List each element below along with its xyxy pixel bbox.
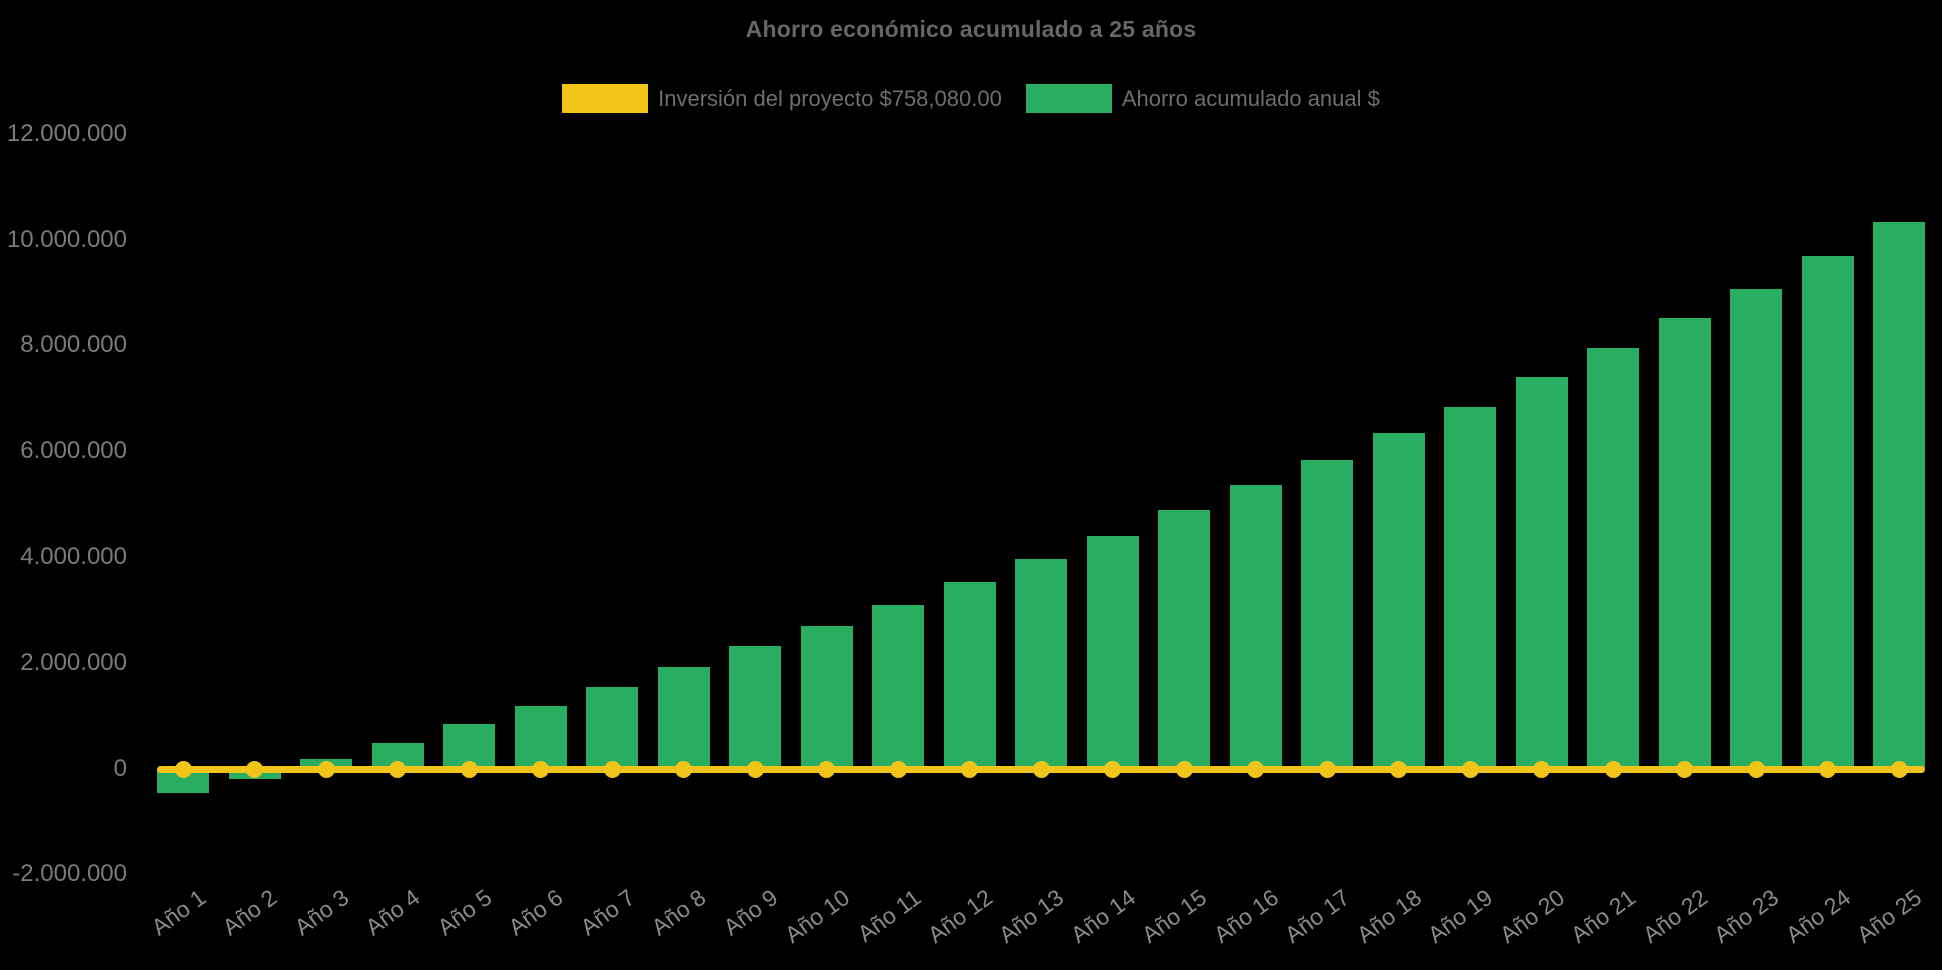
bar-ano-9[interactable]	[729, 646, 781, 769]
bar-ano-21[interactable]	[1587, 348, 1639, 769]
legend-label: Ahorro acumulado anual $	[1121, 85, 1380, 111]
x-tick-label: Año 24	[1780, 884, 1855, 948]
x-tick-label: Año 22	[1637, 884, 1712, 948]
line-point-ano-21[interactable]	[1604, 761, 1622, 778]
y-tick-label: 4.000.000	[20, 542, 127, 570]
legend-item-ahorro[interactable]: Ahorro acumulado anual $	[1025, 84, 1380, 113]
line-point-ano-1[interactable]	[174, 761, 192, 778]
line-point-ano-24[interactable]	[1819, 761, 1836, 778]
x-tick-label: Año 2	[217, 884, 282, 941]
y-tick-label: 2.000.000	[20, 648, 127, 676]
line-point-ano-8[interactable]	[675, 761, 692, 778]
line-point-ano-2[interactable]	[246, 761, 263, 778]
x-tick-label: Año 15	[1137, 884, 1212, 948]
x-tick-label: Año 23	[1709, 884, 1784, 948]
bar-ano-8[interactable]	[657, 666, 710, 769]
x-tick-label: Año 21	[1566, 884, 1641, 948]
bar-ano-6[interactable]	[514, 706, 567, 769]
x-tick-label: Año 5	[432, 884, 497, 941]
line-point-ano-3[interactable]	[317, 761, 335, 778]
x-tick-label: Año 4	[360, 884, 425, 941]
line-point-ano-11[interactable]	[889, 761, 907, 778]
y-tick-label: 6.000.000	[20, 437, 127, 465]
line-point-ano-20[interactable]	[1533, 761, 1550, 778]
bar-ano-23[interactable]	[1730, 288, 1782, 769]
chart-title: Ahorro económico acumulado a 25 años	[745, 16, 1197, 42]
legend-label: Inversión del proyecto $758,080.00	[658, 85, 1002, 111]
x-tick-label: Año 19	[1423, 884, 1498, 948]
x-tick-label: Año 13	[994, 884, 1069, 948]
bar-ano-18[interactable]	[1372, 433, 1425, 769]
bar-ano-11[interactable]	[872, 604, 924, 769]
bar-ano-19[interactable]	[1444, 406, 1496, 769]
line-point-ano-15[interactable]	[1175, 761, 1193, 778]
x-tick-label: Año 16	[1208, 884, 1283, 948]
bar-ano-17[interactable]	[1301, 460, 1353, 769]
x-tick-label: Año 17	[1280, 884, 1355, 948]
x-tick-label: Año 10	[779, 884, 854, 948]
x-tick-label: Año 1	[146, 884, 211, 941]
line-point-ano-23[interactable]	[1747, 761, 1765, 778]
line-point-ano-5[interactable]	[460, 761, 478, 778]
bar-ano-22[interactable]	[1658, 318, 1711, 769]
bar-ano-12[interactable]	[943, 581, 996, 769]
line-point-ano-17[interactable]	[1318, 761, 1336, 778]
x-tick-label: Año 12	[922, 884, 997, 948]
line-point-ano-13[interactable]	[1032, 761, 1050, 778]
x-tick-label: Año 9	[718, 884, 783, 941]
line-point-ano-10[interactable]	[818, 761, 835, 778]
bar-ano-7[interactable]	[586, 687, 638, 769]
legend-item-inversion[interactable]: Inversión del proyecto $758,080.00	[562, 84, 1002, 113]
x-tick-label: Año 6	[503, 884, 568, 941]
legend-swatch	[562, 84, 649, 113]
line-point-ano-16[interactable]	[1247, 761, 1264, 778]
line-point-ano-6[interactable]	[532, 761, 549, 778]
legend: Inversión del proyecto $758,080.00 Ahorro…	[0, 84, 1942, 113]
bar-ano-24[interactable]	[1801, 256, 1854, 769]
line-point-ano-22[interactable]	[1676, 761, 1693, 778]
bar-ano-13[interactable]	[1015, 559, 1067, 769]
x-tick-label: Año 11	[852, 884, 926, 947]
line-point-ano-4[interactable]	[389, 761, 406, 778]
line-point-ano-12[interactable]	[961, 761, 978, 778]
line-point-ano-25[interactable]	[1890, 761, 1908, 778]
line-point-ano-18[interactable]	[1390, 761, 1407, 778]
y-tick-label: 0	[113, 754, 127, 782]
y-tick-label: 8.000.000	[20, 331, 127, 359]
y-tick-label: 10.000.000	[6, 225, 127, 253]
y-tick-label: 12.000.000	[6, 119, 127, 147]
x-tick-label: Año 3	[289, 884, 354, 941]
line-point-ano-9[interactable]	[746, 761, 764, 778]
line-point-ano-19[interactable]	[1461, 761, 1479, 778]
x-tick-label: Año 14	[1065, 884, 1140, 948]
bar-ano-25[interactable]	[1873, 222, 1925, 769]
line-point-ano-7[interactable]	[603, 761, 621, 778]
bar-ano-16[interactable]	[1229, 485, 1282, 769]
x-tick-label: Año 7	[575, 884, 640, 941]
bar-ano-20[interactable]	[1515, 377, 1568, 769]
x-tick-label: Año 25	[1852, 884, 1927, 948]
x-tick-label: Año 8	[646, 884, 711, 941]
line-point-ano-14[interactable]	[1104, 761, 1121, 778]
y-tick-label: -2.000.000	[12, 860, 127, 888]
x-tick-label: Año 20	[1494, 884, 1569, 948]
bar-ano-10[interactable]	[800, 625, 853, 769]
bar-ano-15[interactable]	[1158, 510, 1210, 769]
x-tick-label: Año 18	[1351, 884, 1426, 948]
legend-swatch	[1025, 84, 1112, 113]
bar-ano-14[interactable]	[1086, 535, 1139, 769]
